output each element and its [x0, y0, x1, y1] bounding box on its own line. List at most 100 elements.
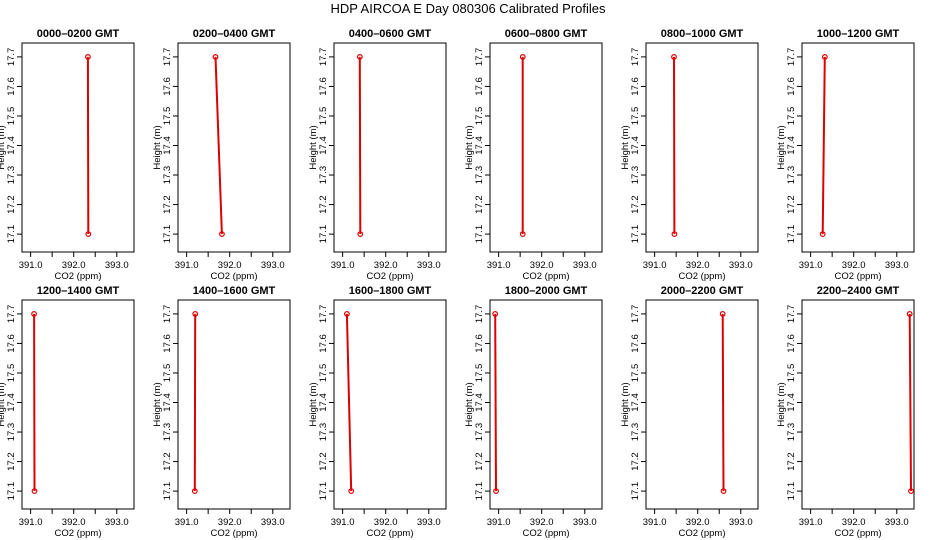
profile-line: [721, 313, 725, 492]
profile-point: [493, 488, 499, 494]
y-tick-label: 17.7: [162, 48, 173, 67]
y-tick-label: 17.6: [786, 77, 797, 96]
x-axis-label: CO2 (ppm): [55, 528, 102, 539]
y-tick-label: 17.7: [474, 305, 485, 324]
plot-frame: [645, 42, 759, 253]
profile-point: [85, 231, 92, 237]
y-tick-label: 17.4: [630, 136, 641, 155]
y-tick-label: 17.5: [162, 107, 173, 126]
y-axis-label: Height (m): [308, 382, 319, 426]
profile-point: [492, 311, 499, 317]
y-tick-label: 17.7: [6, 48, 17, 67]
y-tick-label: 17.1: [318, 225, 329, 244]
y-tick-label: 17.2: [318, 452, 329, 471]
y-tick-label: 17.1: [162, 225, 173, 244]
x-tick-label: 393.0: [105, 260, 129, 271]
y-tick-label: 17.3: [6, 166, 17, 185]
x-tick-label: 393.0: [885, 517, 909, 528]
x-axis-label: CO2 (ppm): [523, 271, 570, 282]
x-tick-label: 392.0: [218, 517, 242, 528]
panel-5: 0800–1000 GMT 391.0 392.0 393.0 17.1 17.2 17.3…: [620, 28, 759, 282]
profile-point: [212, 54, 219, 60]
y-tick-label: 17.1: [6, 482, 17, 501]
panel-title: 2000–2200 GMT: [661, 285, 744, 297]
y-tick-label: 17.6: [474, 77, 485, 96]
x-tick-label: 391.0: [331, 260, 355, 271]
y-tick-label: 17.4: [786, 393, 797, 412]
y-tick-label: 17.5: [318, 107, 329, 126]
y-tick-label: 17.7: [786, 305, 797, 324]
x-tick-label: 391.0: [19, 517, 43, 528]
x-axis-label: CO2 (ppm): [211, 528, 258, 539]
y-tick-label: 17.7: [474, 48, 485, 67]
panel-8: 1400–1600 GMT 391.0 392.0 393.0 17.1 17.2 17.3…: [152, 285, 291, 539]
y-tick-label: 17.5: [786, 107, 797, 126]
y-tick-label: 17.1: [474, 482, 485, 501]
y-tick-label: 17.3: [6, 423, 17, 442]
y-tick-label: 17.2: [786, 195, 797, 214]
panel-7: 1200–1400 GMT 391.0 392.0 393.0 17.1 17.2 17.3…: [0, 285, 135, 539]
y-tick-label: 17.5: [630, 107, 641, 126]
profile-point: [219, 231, 225, 237]
profile-point: [357, 231, 364, 237]
profile-point: [671, 231, 678, 237]
profile-point: [344, 311, 350, 317]
x-axis-label: CO2 (ppm): [679, 271, 726, 282]
y-tick-label: 17.4: [318, 136, 329, 155]
y-tick-label: 17.6: [318, 77, 329, 96]
y-tick-label: 17.7: [318, 305, 329, 324]
x-axis-label: CO2 (ppm): [835, 528, 882, 539]
x-tick-label: 392.0: [842, 260, 866, 271]
panel-title: 1800–2000 GMT: [505, 285, 588, 297]
y-tick-label: 17.5: [162, 364, 173, 383]
y-tick-label: 17.2: [630, 452, 641, 471]
x-tick-label: 393.0: [729, 517, 753, 528]
panel-4: 0600–0800 GMT 391.0 392.0 393.0 17.1 17.2 17.3…: [464, 28, 603, 282]
y-tick-label: 17.2: [162, 195, 173, 214]
y-tick-label: 17.6: [630, 77, 641, 96]
y-axis-label: Height (m): [620, 382, 631, 426]
y-tick-label: 17.5: [6, 364, 17, 383]
x-tick-label: 391.0: [643, 260, 667, 271]
y-tick-label: 17.5: [630, 364, 641, 383]
plot-frame: [645, 299, 759, 510]
y-tick-label: 17.6: [474, 334, 485, 353]
y-tick-label: 17.3: [318, 423, 329, 442]
panel-title: 0200–0400 GMT: [193, 28, 276, 40]
plot-frame: [489, 299, 603, 510]
x-tick-label: 391.0: [331, 517, 355, 528]
plot-frame: [333, 42, 447, 253]
y-tick-label: 17.3: [630, 423, 641, 442]
x-tick-label: 392.0: [374, 260, 398, 271]
profile-point: [348, 488, 355, 494]
x-tick-label: 391.0: [19, 260, 43, 271]
profile-point: [908, 488, 914, 494]
y-axis-label: Height (m): [776, 125, 787, 169]
x-axis-label: CO2 (ppm): [367, 271, 414, 282]
y-tick-label: 17.4: [6, 136, 17, 155]
y-tick-label: 17.3: [474, 423, 485, 442]
plot-frame: [21, 42, 135, 253]
x-tick-label: 391.0: [487, 517, 511, 528]
profile-point: [85, 54, 91, 60]
y-tick-label: 17.5: [6, 107, 17, 126]
y-tick-label: 17.1: [786, 225, 797, 244]
x-axis-label: CO2 (ppm): [679, 528, 726, 539]
y-axis-label: Height (m): [776, 382, 787, 426]
x-tick-label: 392.0: [686, 517, 710, 528]
profile-point: [819, 231, 826, 237]
panel-title: 0800–1000 GMT: [661, 28, 744, 40]
profile-point: [719, 311, 726, 317]
y-tick-label: 17.6: [6, 77, 17, 96]
profile-point: [720, 488, 727, 494]
y-tick-label: 17.2: [6, 452, 17, 471]
x-tick-label: 393.0: [261, 517, 285, 528]
y-tick-label: 17.4: [786, 136, 797, 155]
panel-title: 1400–1600 GMT: [193, 285, 276, 297]
y-tick-label: 17.7: [6, 305, 17, 324]
y-tick-label: 17.5: [474, 107, 485, 126]
plot-frame: [177, 42, 291, 253]
x-tick-label: 391.0: [487, 260, 511, 271]
x-tick-label: 392.0: [62, 517, 86, 528]
